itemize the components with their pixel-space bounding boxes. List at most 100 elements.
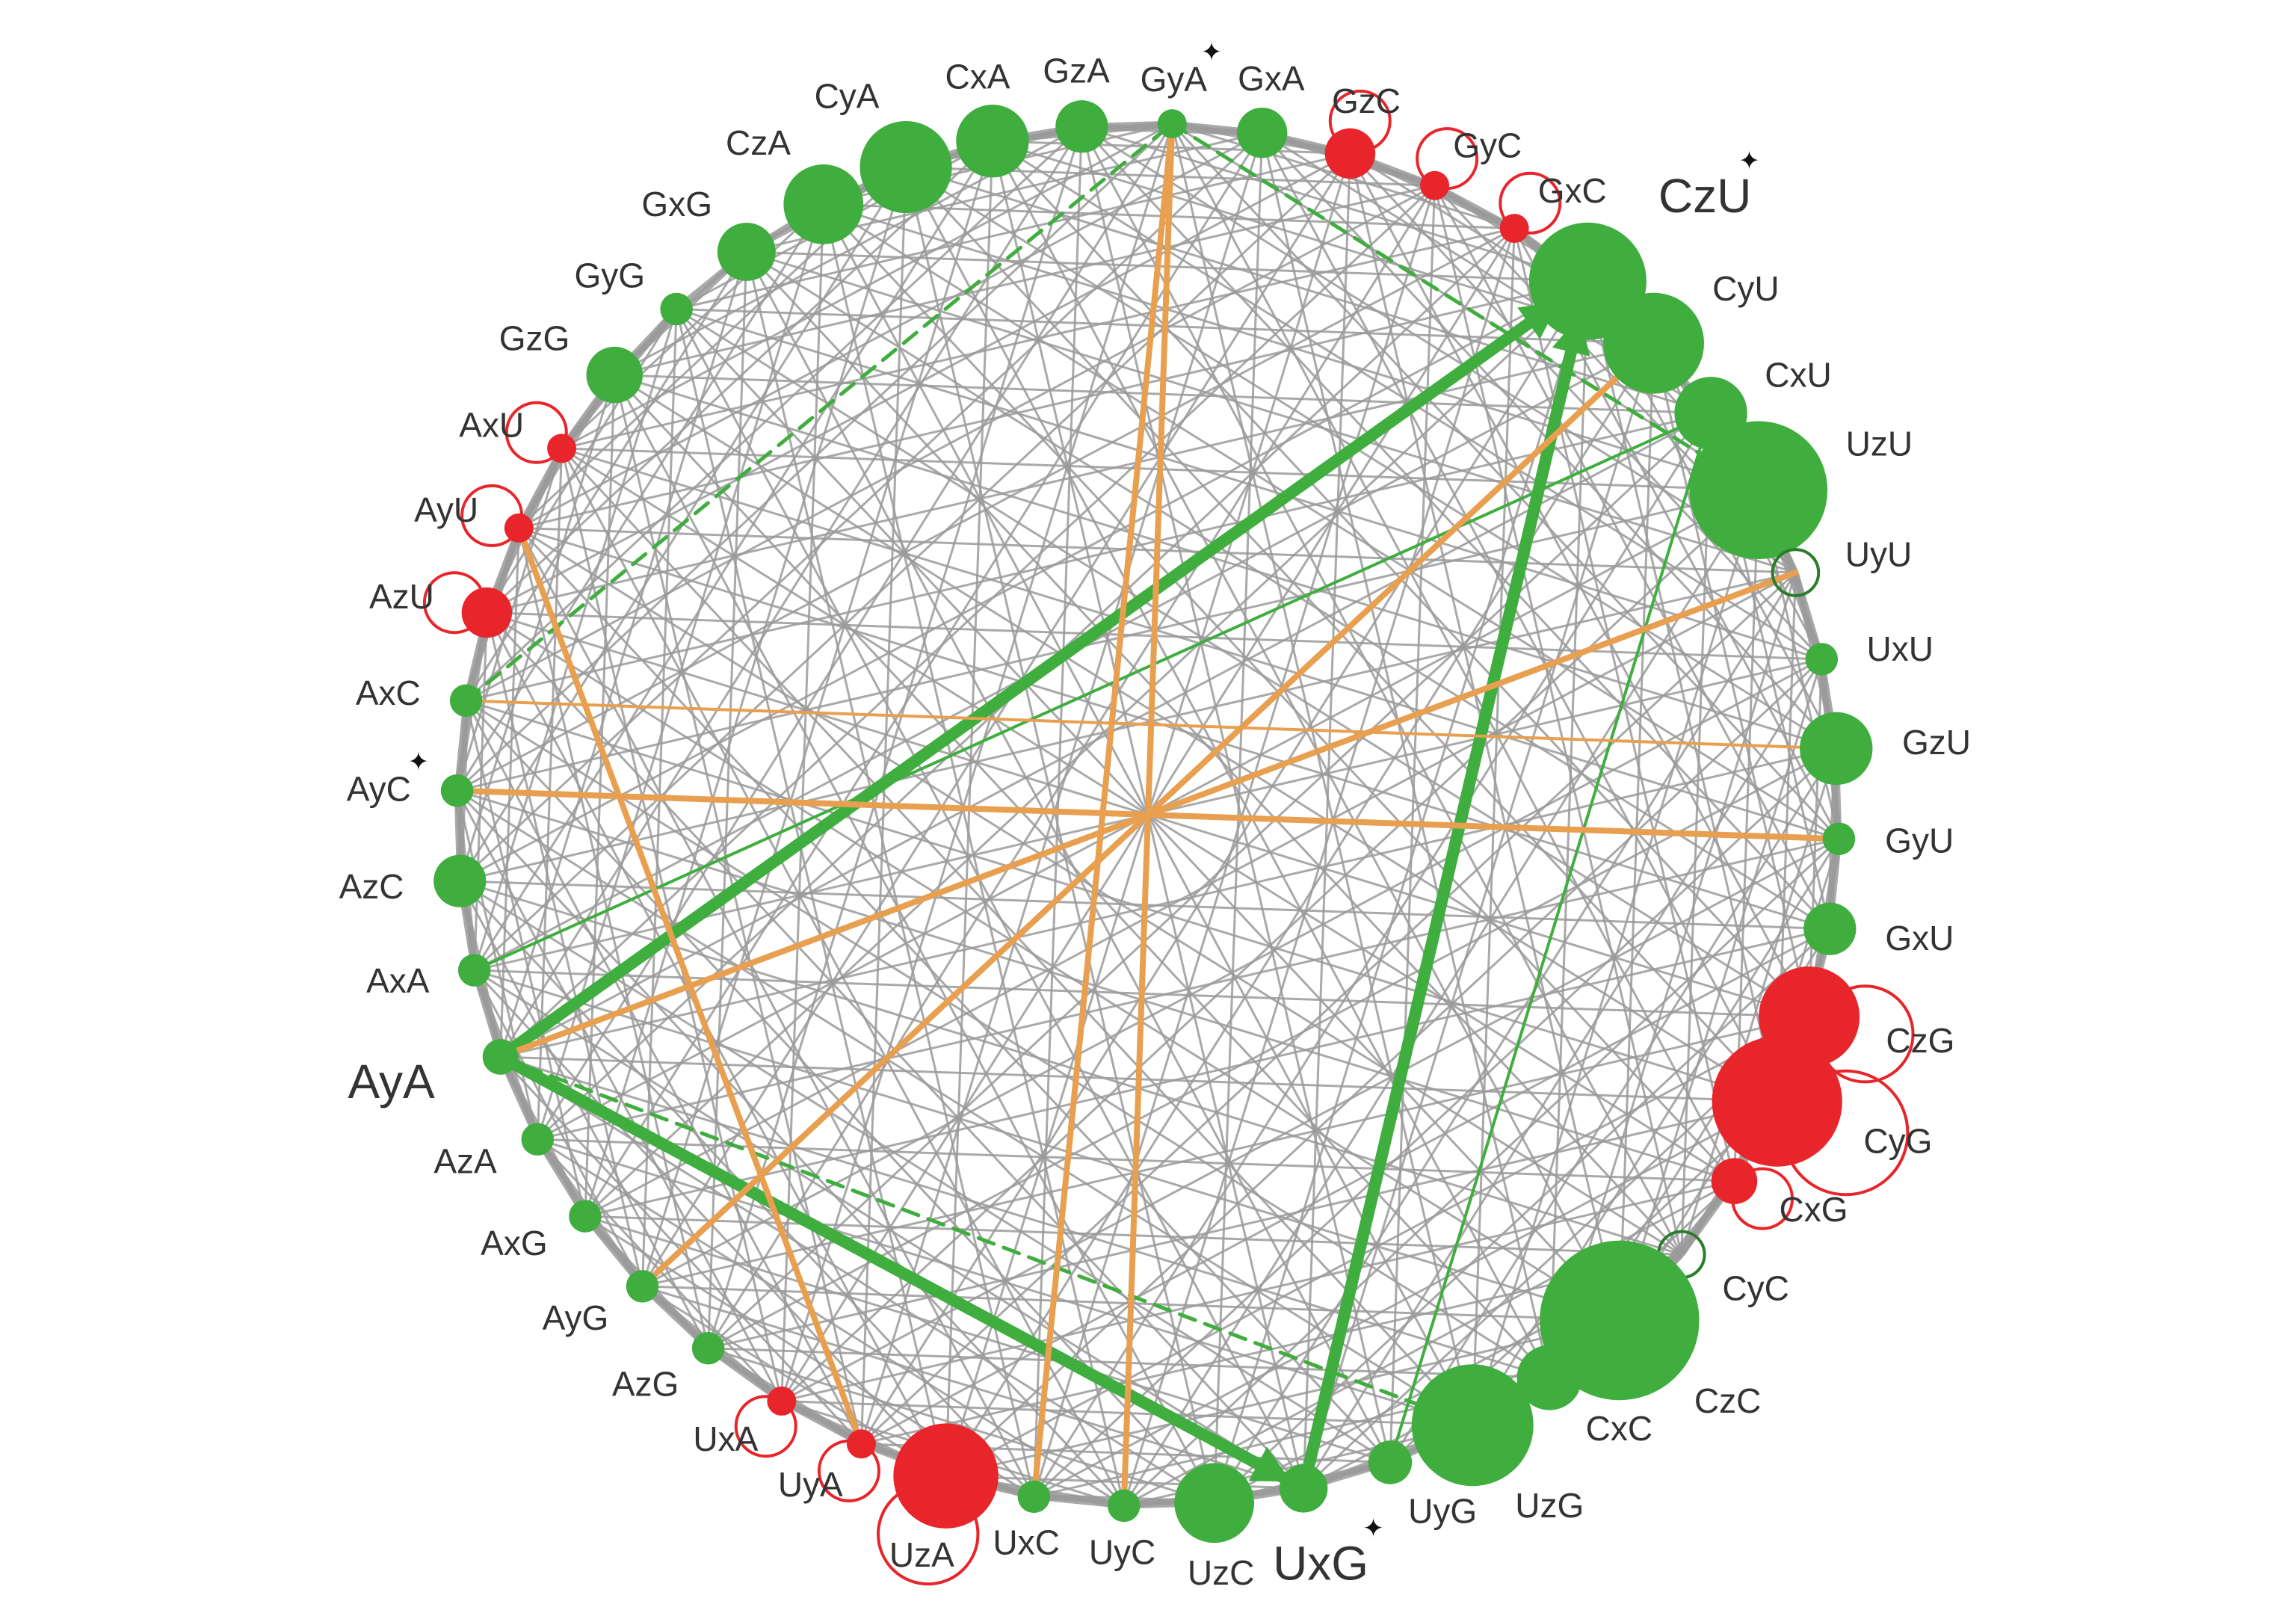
node-UxC[interactable]	[1017, 1480, 1051, 1514]
star-marker-CzU: ✦	[1738, 146, 1760, 176]
node-UzU[interactable]	[1689, 421, 1828, 560]
gray-edge	[745, 251, 1035, 1497]
gray-edge	[518, 526, 1830, 931]
gray-edge	[613, 374, 862, 1445]
gray-edge	[459, 280, 1589, 882]
label-UyA: UyA	[778, 1465, 843, 1504]
node-AyG[interactable]	[626, 1270, 659, 1303]
node-AxU[interactable]	[547, 434, 577, 463]
node-CxA[interactable]	[956, 105, 1029, 178]
gray-edge	[500, 747, 1837, 1058]
label-GzA: GzA	[1043, 52, 1110, 90]
label-UyC: UyC	[1089, 1532, 1155, 1571]
gray-edge	[745, 251, 1392, 1464]
gray-edge	[465, 184, 1436, 702]
gray-edge	[676, 308, 1810, 1018]
gray-edge	[518, 132, 1263, 529]
gray-edge	[499, 1055, 1215, 1505]
edge-AxA-CxU	[472, 411, 1713, 972]
label-GzG: GzG	[499, 318, 570, 357]
self-loop-UxA	[734, 1395, 797, 1458]
gray-edge	[517, 527, 1035, 1498]
gray-edge	[500, 1055, 1550, 1379]
edge-AyA-UyU	[497, 570, 1799, 1060]
label-UzG: UzG	[1515, 1486, 1584, 1525]
gray-edge	[456, 789, 1474, 1426]
node-UxG[interactable]	[1279, 1464, 1328, 1513]
node-AzA[interactable]	[521, 1123, 555, 1156]
label-AyA: AyA	[348, 1055, 435, 1108]
node-AzG[interactable]	[691, 1331, 725, 1365]
gray-edge	[676, 308, 1822, 661]
gray-edge	[613, 374, 1215, 1504]
self-loop-AxU	[504, 401, 568, 464]
node-UzG[interactable]	[1411, 1364, 1534, 1487]
gray-edge	[487, 342, 1654, 614]
node-GyG[interactable]	[660, 292, 693, 326]
label-AxU: AxU	[459, 405, 524, 444]
node-CyU[interactable]	[1603, 292, 1704, 394]
node-UyU[interactable]	[1771, 548, 1821, 597]
gray-edge	[465, 700, 587, 1217]
node-GyU[interactable]	[1822, 822, 1856, 856]
node-GyA[interactable]	[1157, 109, 1187, 139]
gray-edge	[584, 571, 1797, 1218]
label-AyG: AyG	[543, 1298, 609, 1337]
label-CzA: CzA	[726, 123, 791, 162]
node-AyA[interactable]	[482, 1039, 519, 1075]
node-AzU[interactable]	[461, 587, 513, 638]
node-GzG[interactable]	[586, 346, 643, 404]
label-AzU: AzU	[369, 577, 434, 616]
label-GyU: GyU	[1885, 821, 1954, 860]
node-AxA[interactable]	[457, 954, 491, 987]
node-CzA[interactable]	[783, 164, 864, 244]
node-UxU[interactable]	[1805, 643, 1839, 676]
node-UyG[interactable]	[1368, 1440, 1413, 1484]
node-UzA[interactable]	[893, 1423, 999, 1529]
gray-edge	[465, 251, 748, 702]
gray-edge	[458, 880, 709, 1349]
label-AyC: AyC	[347, 770, 411, 809]
edge-AxC-GyA	[464, 122, 1174, 703]
node-CzC[interactable]	[1540, 1240, 1700, 1401]
gray-edge	[860, 928, 1831, 1446]
node-GzA[interactable]	[1055, 100, 1108, 153]
node-AyU[interactable]	[504, 513, 534, 543]
node-UyC[interactable]	[1107, 1489, 1141, 1523]
label-GyC: GyC	[1453, 126, 1522, 164]
label-CzU: CzU	[1658, 169, 1751, 223]
gray-edge	[708, 1100, 1778, 1350]
label-GxA: GxA	[1238, 59, 1305, 98]
node-GzU[interactable]	[1800, 712, 1873, 786]
gray-edge	[561, 448, 1126, 1507]
gray-edge	[486, 611, 947, 1477]
star-marker-AyC: ✦	[408, 747, 430, 777]
node-UyA[interactable]	[846, 1429, 876, 1459]
node-CyA[interactable]	[860, 120, 952, 214]
label-AxC: AxC	[356, 673, 421, 712]
node-GxG[interactable]	[717, 222, 776, 281]
node-CxC[interactable]	[1516, 1345, 1582, 1410]
node-AzC[interactable]	[433, 854, 487, 907]
gray-edge	[457, 789, 1735, 1182]
node-GxU[interactable]	[1803, 902, 1857, 955]
node-GxA[interactable]	[1236, 107, 1288, 158]
node-AxC[interactable]	[449, 684, 483, 718]
node-UxA[interactable]	[767, 1386, 797, 1416]
node-AyC[interactable]	[440, 774, 474, 807]
node-GzC[interactable]	[1324, 128, 1376, 179]
node-AxG[interactable]	[569, 1200, 602, 1233]
label-AxA: AxA	[366, 961, 430, 1000]
node-CyG[interactable]	[1712, 1036, 1842, 1167]
gray-edge-mesh	[454, 120, 1842, 1509]
node-CxG[interactable]	[1711, 1158, 1758, 1204]
self-loops	[422, 89, 1915, 1586]
node-GxC[interactable]	[1499, 214, 1529, 244]
gray-edge	[518, 280, 1588, 529]
node-UzC[interactable]	[1174, 1463, 1255, 1544]
edge-AxC-GzU	[464, 699, 1838, 750]
node-GyC[interactable]	[1420, 170, 1450, 200]
label-CzC: CzC	[1694, 1381, 1761, 1420]
gray-edge	[561, 227, 1515, 450]
gray-edge	[614, 184, 1435, 377]
